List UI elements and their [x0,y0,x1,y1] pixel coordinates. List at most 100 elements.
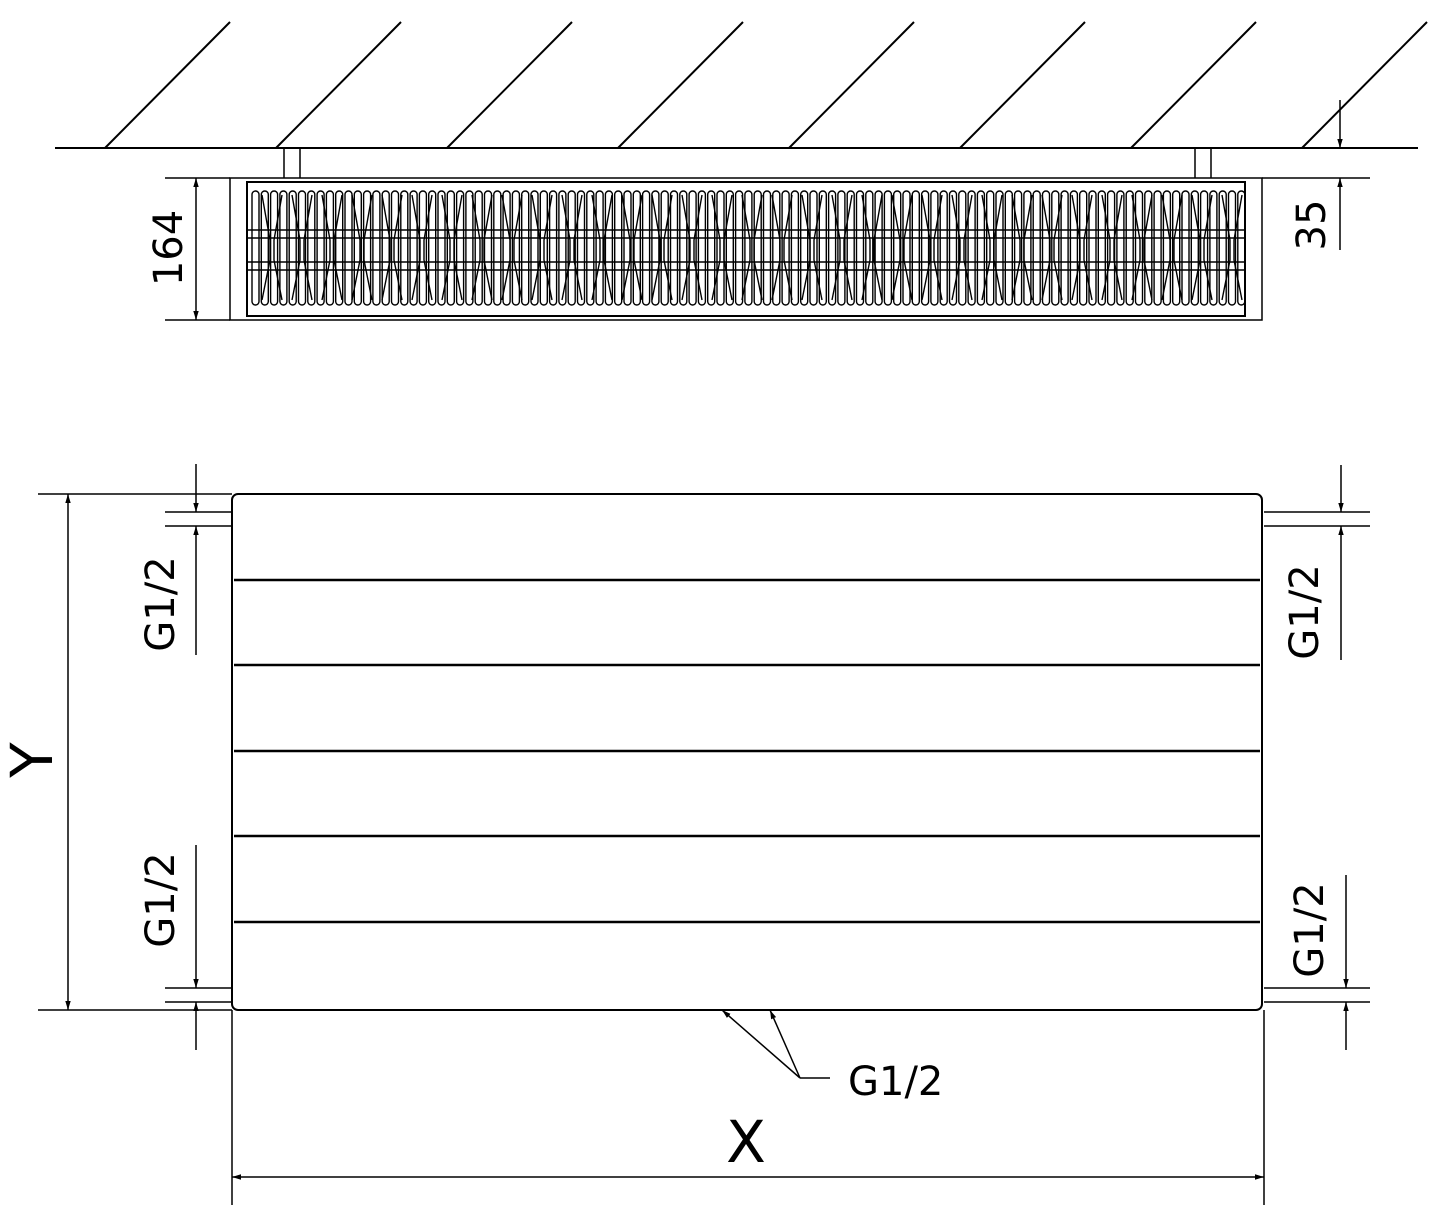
fin-profile [441,194,463,301]
fin [595,190,604,306]
dimension-height [38,493,232,1011]
radiator-front-view [231,493,1370,1011]
fin [1004,190,1013,306]
fin [1088,190,1097,306]
fin [967,190,976,306]
fin [1171,190,1181,306]
dimension-depth [165,177,230,321]
fin-profile [771,194,793,301]
fin [1078,190,1088,306]
fin [381,190,390,306]
fin [1041,190,1051,306]
fin [297,190,307,306]
fin [409,190,418,306]
fin [1209,190,1218,306]
fin-profile [621,194,643,301]
fin [1051,190,1060,306]
fin [1060,190,1069,306]
fin-profile [1161,194,1183,301]
fin [827,190,837,306]
hatch-line [275,21,402,149]
fin [483,190,493,306]
fin [995,190,1004,306]
fin [344,190,353,306]
fin [1218,190,1227,306]
fin-profile [1191,194,1213,301]
fin [651,190,660,306]
fin-profile [531,194,553,301]
fin [911,190,920,306]
fin-profile [411,194,433,301]
dimension-wall-gap [1262,100,1370,250]
fin [688,190,697,306]
fin [586,190,595,306]
fin [316,190,325,306]
fin [1069,190,1079,306]
fin [623,190,632,306]
hatch-line [104,21,231,149]
fin [725,190,734,306]
fin-profile [711,194,733,301]
fin [948,190,958,306]
convector-fins [251,190,1246,306]
fin-profile [291,194,313,301]
fin [1153,190,1162,306]
wall-brackets [283,148,1212,178]
fin [558,190,567,306]
fin [1013,190,1023,306]
connection-left-top-label: G1/2 [138,556,184,651]
fin [1097,190,1107,306]
connection-right-bottom-label: G1/2 [1287,882,1333,977]
fin [800,190,809,306]
fin-profile [741,194,763,301]
fin [958,190,967,306]
fin [855,190,865,306]
fin-profile [1071,194,1093,301]
fin [353,190,362,306]
fin [1227,190,1237,306]
connection-right-top-label: G1/2 [1282,564,1328,659]
fin-profile [321,194,343,301]
fin [902,190,911,306]
height-label: Y [0,742,66,779]
fin-profile [1011,194,1033,301]
fin [604,190,614,306]
fin [744,190,753,306]
fin-profile [351,194,373,301]
fin [446,190,455,306]
fin [567,190,576,306]
hatch-line [1301,21,1428,149]
fin-profile [891,194,913,301]
fin [1181,190,1190,306]
fin [846,190,855,306]
fin [781,190,790,306]
bottom-connection-leader [721,1009,830,1079]
fin [976,190,986,306]
fin [1134,190,1144,306]
fin [920,190,930,306]
fin-profile [831,194,853,301]
hatch-line [788,21,915,149]
fin [939,190,948,306]
fin [511,190,521,306]
fin-profile [561,194,583,301]
fin [762,190,772,306]
fin [679,190,688,306]
wall-gap-label: 35 [1289,200,1335,251]
fin [734,190,744,306]
fin-profile [1101,194,1123,301]
fin [390,190,400,306]
fin [1237,190,1246,306]
wall-hatching [104,21,1428,149]
hatch-line [1130,21,1257,149]
fin-profile [981,194,1003,301]
dimension-right-connections [1338,465,1349,1050]
fin-profile [651,194,673,301]
fin [865,190,874,306]
fin [1190,190,1200,306]
hatch-line [446,21,573,149]
fin [669,190,679,306]
hatch-line [617,21,744,149]
